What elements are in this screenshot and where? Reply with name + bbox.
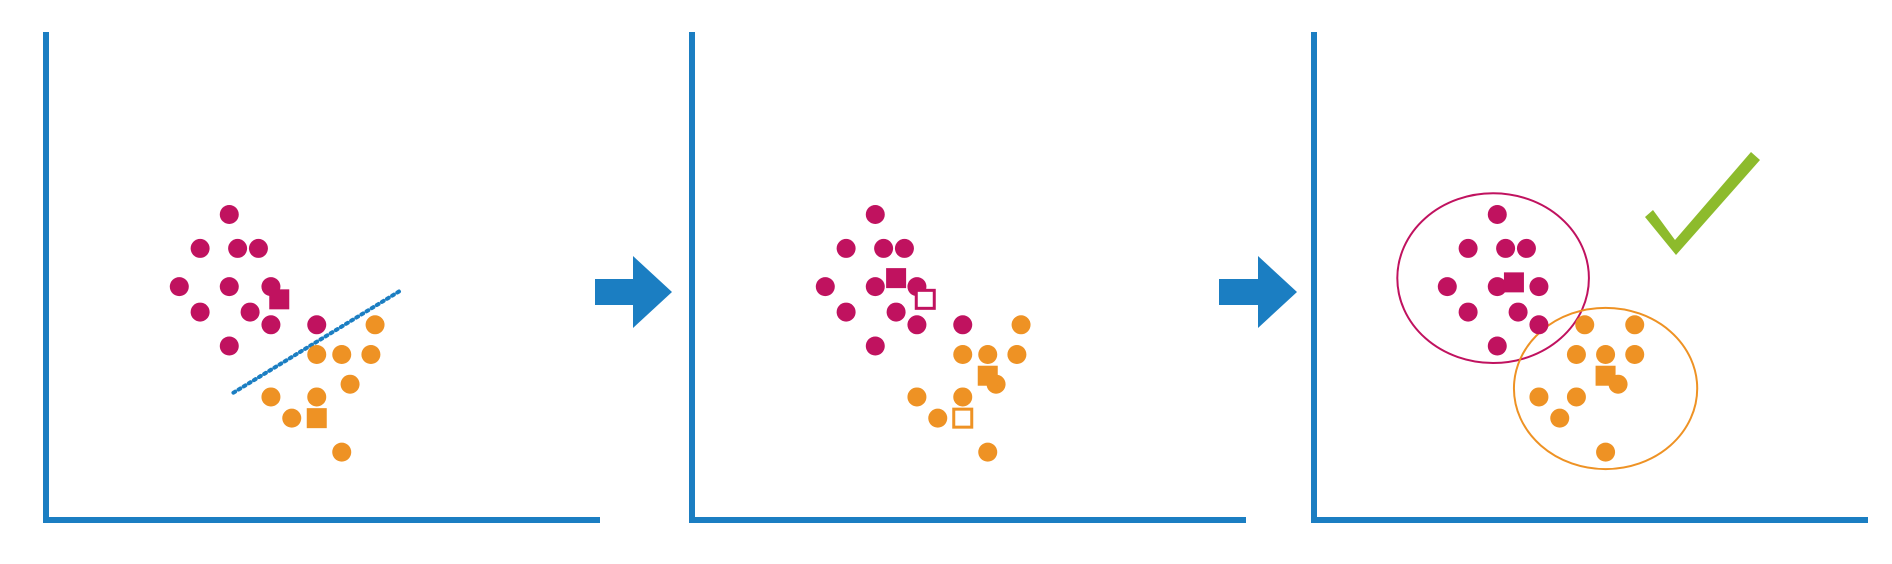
cluster-b-point <box>365 315 385 335</box>
cluster-b-point <box>1596 442 1616 462</box>
cluster-a-point <box>1458 238 1478 258</box>
cluster-a-point <box>865 277 885 297</box>
cluster-b-point <box>953 345 973 365</box>
cluster-a-point <box>219 204 239 224</box>
cluster-b-point <box>1011 315 1031 335</box>
cluster-b-point <box>1625 315 1645 335</box>
centroid-a <box>886 268 907 289</box>
cluster-a-point <box>1437 277 1457 297</box>
cluster-b-point <box>361 345 381 365</box>
cluster-b-point <box>307 387 327 407</box>
cluster-b-point <box>907 387 927 407</box>
centroid-b <box>977 365 998 386</box>
cluster-b-point <box>332 442 352 462</box>
cluster-a-point <box>1529 277 1549 297</box>
cluster-a-point <box>836 302 856 322</box>
cluster-a-point <box>1496 238 1516 258</box>
cluster-b-point <box>261 387 281 407</box>
cluster-a-point <box>219 277 239 297</box>
cluster-a-point <box>886 302 906 322</box>
cluster-a-point <box>1487 277 1507 297</box>
cluster-b-point <box>307 345 327 365</box>
cluster-a-point <box>1508 302 1528 322</box>
cluster-a-point <box>1487 204 1507 224</box>
cluster-a-point <box>219 336 239 356</box>
cluster-a-point <box>1458 302 1478 322</box>
cluster-a-point <box>1529 315 1549 335</box>
cluster-b-point <box>928 408 948 428</box>
cluster-a-point <box>261 315 281 335</box>
cluster-a-point <box>307 315 327 335</box>
cluster-a-point <box>907 315 927 335</box>
cluster-a-point <box>865 204 885 224</box>
cluster-b-point <box>978 442 998 462</box>
cluster-b-point <box>282 408 302 428</box>
cluster-a-point <box>240 302 260 322</box>
cluster-a-point <box>836 238 856 258</box>
cluster-a-boundary <box>1396 192 1590 364</box>
cluster-a-point <box>1516 238 1536 258</box>
panel-final-clusters <box>1311 32 1868 523</box>
previous-centroid-b <box>952 407 974 429</box>
centroid-b <box>306 408 327 429</box>
cluster-a-point <box>894 238 914 258</box>
panels <box>43 32 1868 523</box>
cluster-a-point <box>248 238 268 258</box>
centroid-a <box>269 289 290 310</box>
cluster-b-point <box>332 345 352 365</box>
divider-line <box>231 288 403 395</box>
cluster-a-point <box>228 238 248 258</box>
cluster-b-point <box>1550 408 1570 428</box>
centroid-a <box>1503 272 1524 293</box>
cluster-b-point <box>978 345 998 365</box>
cluster-b-point <box>1596 345 1616 365</box>
panel-centroids-moved <box>689 32 1246 523</box>
cluster-b-point <box>1566 387 1586 407</box>
cluster-b-point <box>1625 345 1645 365</box>
arrow-right-icon <box>1219 256 1297 328</box>
cluster-b-point <box>340 374 360 394</box>
cluster-b-point <box>1575 315 1595 335</box>
cluster-a-point <box>865 336 885 356</box>
cluster-b-point <box>1529 387 1549 407</box>
cluster-a-point <box>190 238 210 258</box>
cluster-b-boundary <box>1512 306 1699 471</box>
previous-centroid-a <box>914 288 936 310</box>
checkmark-icon <box>1645 152 1760 255</box>
cluster-b-point <box>1566 345 1586 365</box>
panel-initial-split <box>43 32 600 523</box>
centroid-b <box>1595 365 1616 386</box>
cluster-a-point <box>815 277 835 297</box>
cluster-a-point <box>953 315 973 335</box>
cluster-a-point <box>190 302 210 322</box>
cluster-b-point <box>1007 345 1027 365</box>
cluster-a-point <box>1487 336 1507 356</box>
cluster-b-point <box>953 387 973 407</box>
arrow-right-icon <box>595 256 672 328</box>
cluster-a-point <box>874 238 894 258</box>
cluster-a-point <box>169 277 189 297</box>
